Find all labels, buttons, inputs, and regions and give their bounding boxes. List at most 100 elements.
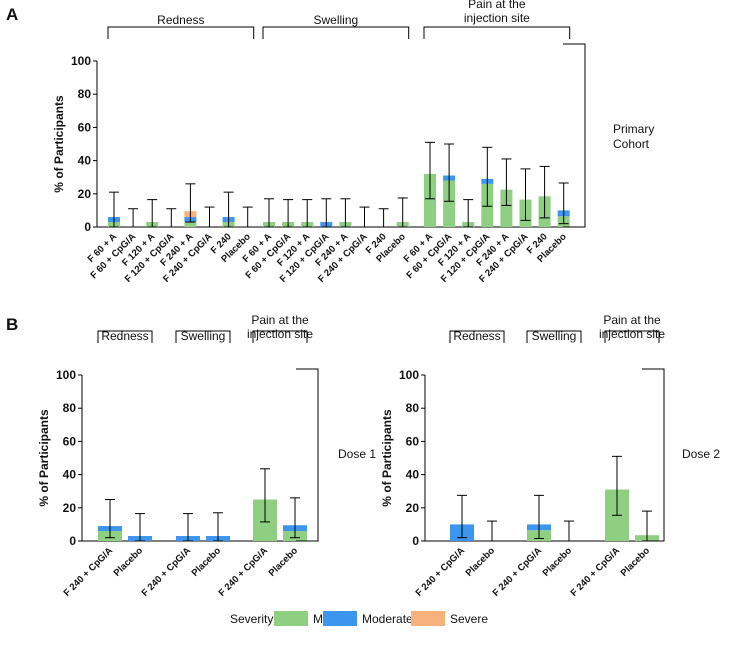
error-bar [147, 199, 158, 228]
group-label: Pain at the [603, 313, 661, 327]
legend-swatch-mild [274, 611, 308, 626]
chart-panel-2: B 0 20 40 60 80 100 % of Participants Redness F 2… [6, 313, 376, 599]
y-tick-label: 80 [406, 401, 420, 415]
x-tick-label: F 240 + CpG/A [62, 545, 116, 599]
x-tick-label: Placebo [619, 545, 653, 579]
bar-segment-mild [424, 173, 436, 227]
error-bar [539, 165, 550, 219]
y-tick-label: 0 [412, 534, 419, 548]
side-label: Primary [613, 122, 654, 136]
error-bar [204, 206, 215, 228]
x-tick-label: F 240 + CpG/A [414, 545, 468, 599]
chart-panel-3: 0 20 40 60 80 100 % of Participants Redness F 24… [380, 313, 720, 599]
error-bar [283, 199, 294, 228]
error-bar [612, 455, 622, 516]
legend-swatch-moderate [323, 611, 357, 626]
x-tick-label: F 240 + CpG/A [491, 545, 545, 599]
y-tick-label: 80 [78, 87, 92, 101]
group-bracket [175, 330, 231, 343]
side-label: Cohort [613, 137, 650, 151]
bar-segment-mild [443, 180, 456, 227]
y-tick-label: 0 [84, 220, 91, 234]
error-bar [223, 191, 234, 228]
group-bracket [449, 330, 505, 343]
group-label: Pain at the [468, 0, 526, 11]
x-tick-label: F 240 + CpG/A [140, 545, 194, 599]
error-bar [463, 199, 474, 228]
error-bar [564, 520, 574, 542]
y-axis-title: % of Participants [380, 409, 394, 507]
y-tick-label: 20 [406, 501, 420, 515]
error-bar [487, 520, 497, 542]
y-tick-label: 60 [406, 434, 420, 448]
legend-swatch-severe [411, 611, 445, 626]
x-tick-label: Placebo [267, 545, 301, 579]
y-tick-label: 40 [63, 468, 77, 482]
error-bar [444, 143, 455, 202]
error-bar [378, 208, 389, 228]
x-tick-label: Placebo [112, 545, 146, 579]
bar-segment-mild [500, 189, 513, 227]
y-axis-title: % of Participants [52, 95, 66, 193]
error-bar [520, 168, 531, 221]
y-tick-label: 100 [71, 54, 91, 68]
bar-segment-mild [184, 222, 197, 227]
error-bar [558, 182, 569, 225]
error-bar [321, 198, 332, 228]
side-label: Dose 2 [682, 447, 720, 461]
error-bar [397, 197, 408, 228]
error-bar [290, 497, 300, 539]
y-tick-label: 100 [56, 368, 76, 382]
y-tick-label: 100 [399, 368, 419, 382]
error-bar [185, 183, 196, 223]
legend-label-moderate: Moderate [362, 612, 413, 626]
error-bar [213, 512, 223, 542]
panel-letter: B [6, 315, 18, 334]
error-bar [534, 494, 544, 540]
group-label: Swelling [181, 329, 226, 343]
error-bar [109, 191, 119, 228]
y-tick-label: 60 [63, 434, 77, 448]
group-label: injection site [247, 327, 313, 341]
y-tick-label: 40 [78, 154, 92, 168]
error-bar [166, 208, 177, 228]
y-tick-label: 20 [63, 501, 77, 515]
panel-letter: A [6, 5, 18, 24]
group-bracket [97, 330, 153, 343]
y-axis-title: % of Participants [37, 409, 51, 507]
group-label: Swelling [313, 13, 358, 27]
group-label: injection site [599, 327, 665, 341]
x-tick-label: Placebo [541, 545, 575, 579]
y-tick-label: 0 [69, 534, 76, 548]
group-label: injection site [464, 11, 530, 25]
error-bar [260, 468, 270, 523]
group-label: Redness [157, 13, 204, 27]
y-tick-label: 80 [63, 401, 77, 415]
group-bracket [604, 330, 660, 343]
side-bracket [642, 368, 665, 542]
side-bracket [296, 368, 319, 542]
error-bar [425, 141, 435, 200]
legend: Severity:MildModerateSevere [230, 611, 488, 626]
group-bracket [252, 330, 308, 343]
y-tick-label: 40 [406, 468, 420, 482]
error-bar [183, 513, 193, 542]
legend-label-severe: Severe [450, 612, 488, 626]
error-bar [135, 513, 145, 542]
x-tick-label: F 240 + CpG/A [569, 545, 623, 599]
group-label: Redness [453, 329, 500, 343]
group-label: Pain at the [251, 313, 309, 327]
group-bracket [262, 26, 410, 39]
x-tick-label: Placebo [190, 545, 224, 579]
error-bar [302, 199, 313, 228]
error-bar [457, 494, 467, 539]
x-tick-label: Placebo [464, 545, 498, 579]
